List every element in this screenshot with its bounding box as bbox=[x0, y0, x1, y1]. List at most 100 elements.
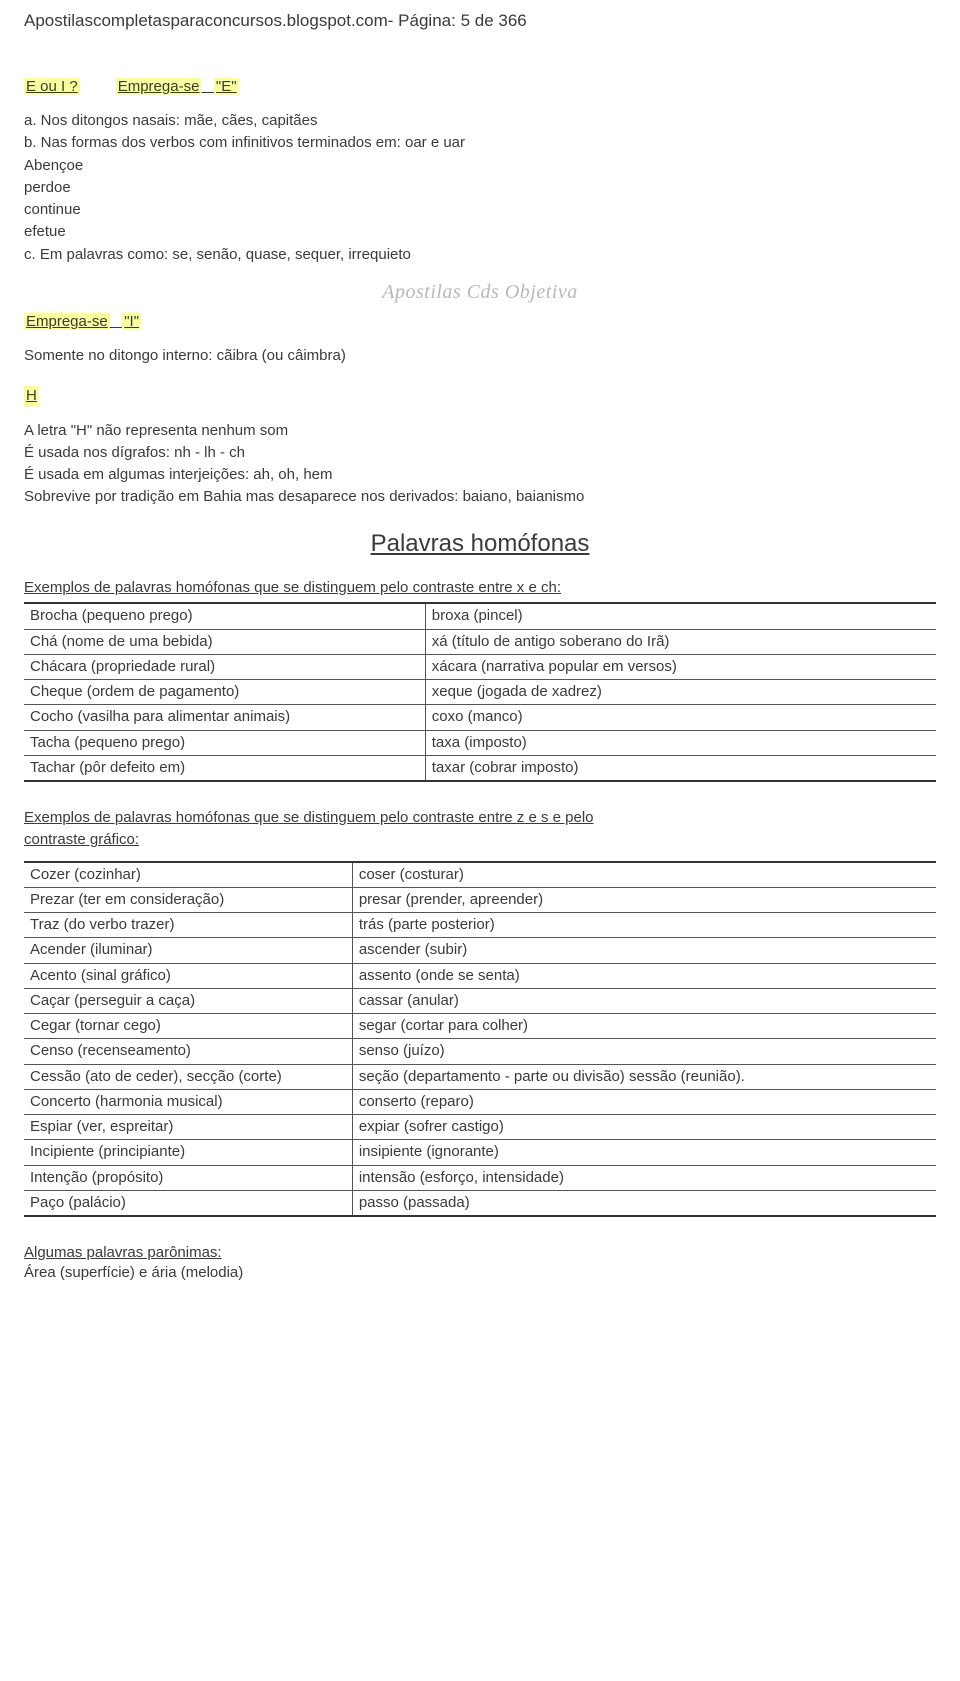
e-item-a: a. Nos ditongos nasais: mãe, cães, capit… bbox=[24, 111, 936, 131]
h-line-3: Sobrevive por tradição em Bahia mas desa… bbox=[24, 487, 936, 507]
table-cell: ascender (subir) bbox=[352, 938, 936, 963]
table-cell: Intenção (propósito) bbox=[24, 1165, 352, 1190]
table-cell: conserto (reparo) bbox=[352, 1089, 936, 1114]
e-b-list-2: continue bbox=[24, 200, 936, 220]
example1-intro: Exemplos de palavras homófonas que se di… bbox=[24, 578, 936, 598]
section-h-heading: H bbox=[24, 386, 936, 420]
table-cell: Chá (nome de uma bebida) bbox=[24, 629, 425, 654]
e-b-list-0: Abençoe bbox=[24, 156, 936, 176]
h-letter: H bbox=[24, 386, 39, 406]
paronimas-heading: Algumas palavras parônimas: bbox=[24, 1243, 936, 1263]
page-title: Palavras homófonas bbox=[24, 528, 936, 560]
table-cell: Cheque (ordem de pagamento) bbox=[24, 680, 425, 705]
table-cell: assento (onde se senta) bbox=[352, 963, 936, 988]
section-i-heading: Emprega-se "I" bbox=[24, 312, 936, 332]
e-item-c: c. Em palavras como: se, senão, quase, s… bbox=[24, 245, 936, 265]
table-cell: Espiar (ver, espreitar) bbox=[24, 1115, 352, 1140]
table-row: Cessão (ato de ceder), secção (corte)seç… bbox=[24, 1064, 936, 1089]
table-row: Chácara (propriedade rural)xácara (narra… bbox=[24, 654, 936, 679]
table-row: Incipiente (principiante)insipiente (ign… bbox=[24, 1140, 936, 1165]
ex2-intro2: e pelo bbox=[548, 809, 593, 826]
table-cell: expiar (sofrer castigo) bbox=[352, 1115, 936, 1140]
example2-intro: Exemplos de palavras homófonas que se di… bbox=[24, 808, 936, 851]
table-cell: seção (departamento - parte ou divisão) … bbox=[352, 1064, 936, 1089]
table-cell: broxa (pincel) bbox=[425, 603, 936, 629]
section-i-body: Somente no ditongo interno: cãibra (ou c… bbox=[24, 346, 936, 366]
table-cell: Acento (sinal gráfico) bbox=[24, 963, 352, 988]
watermark: Apostilas Cds Objetiva bbox=[24, 279, 936, 306]
table-cell: Tacha (pequeno prego) bbox=[24, 730, 425, 755]
i-letter: "I" bbox=[122, 313, 141, 330]
table-row: Traz (do verbo trazer)trás (parte poster… bbox=[24, 913, 936, 938]
section-e-heading: E ou I ? Emprega-se "E" bbox=[24, 77, 936, 97]
table-row: Intenção (propósito)intensão (esforço, i… bbox=[24, 1165, 936, 1190]
table-cell: Cozer (cozinhar) bbox=[24, 862, 352, 888]
table-cell: intensão (esforço, intensidade) bbox=[352, 1165, 936, 1190]
table-cell: Concerto (harmonia musical) bbox=[24, 1089, 352, 1114]
ex1-mid: e bbox=[524, 579, 541, 596]
table-cell: xeque (jogada de xadrez) bbox=[425, 680, 936, 705]
table-cell: coser (costurar) bbox=[352, 862, 936, 888]
table-cell: Cocho (vasilha para alimentar animais) bbox=[24, 705, 425, 730]
table-row: Cozer (cozinhar)coser (costurar) bbox=[24, 862, 936, 888]
table-cell: Cegar (tornar cego) bbox=[24, 1014, 352, 1039]
table-cell: Acender (iluminar) bbox=[24, 938, 352, 963]
table-cell: Cessão (ato de ceder), secção (corte) bbox=[24, 1064, 352, 1089]
h-line-1: É usada nos dígrafos: nh - lh - ch bbox=[24, 443, 936, 463]
table-row: Cocho (vasilha para alimentar animais)co… bbox=[24, 705, 936, 730]
ex2-mid: e bbox=[524, 809, 541, 826]
e-item-b: b. Nas formas dos verbos com infinitivos… bbox=[24, 133, 936, 153]
table-row: Prezar (ter em consideração)presar (pren… bbox=[24, 887, 936, 912]
ex1-intro-text: Exemplos de palavras homófonas que se di… bbox=[24, 579, 517, 596]
table-cell: passo (passada) bbox=[352, 1190, 936, 1216]
table-cell: Paço (palácio) bbox=[24, 1190, 352, 1216]
table-cell: Traz (do verbo trazer) bbox=[24, 913, 352, 938]
table-row: Cegar (tornar cego)segar (cortar para co… bbox=[24, 1014, 936, 1039]
e-b-list-1: perdoe bbox=[24, 178, 936, 198]
table-row: Acento (sinal gráfico)assento (onde se s… bbox=[24, 963, 936, 988]
table-row: Caçar (perseguir a caça)cassar (anular) bbox=[24, 988, 936, 1013]
table-row: Acender (iluminar)ascender (subir) bbox=[24, 938, 936, 963]
table-cell: Chácara (propriedade rural) bbox=[24, 654, 425, 679]
table-row: Espiar (ver, espreitar)expiar (sofrer ca… bbox=[24, 1115, 936, 1140]
table-cell: coxo (manco) bbox=[425, 705, 936, 730]
table-cell: xá (título de antigo soberano do Irã) bbox=[425, 629, 936, 654]
ex1-end: : bbox=[557, 579, 561, 596]
e-question: E ou I ? bbox=[24, 78, 80, 95]
i-emprega: Emprega-se bbox=[24, 313, 110, 330]
table-cell: Incipiente (principiante) bbox=[24, 1140, 352, 1165]
table-cell: cassar (anular) bbox=[352, 988, 936, 1013]
table-cell: Prezar (ter em consideração) bbox=[24, 887, 352, 912]
table-z-s: Cozer (cozinhar)coser (costurar)Prezar (… bbox=[24, 861, 936, 1218]
table-cell: taxar (cobrar imposto) bbox=[425, 755, 936, 781]
section-h-body: A letra "H" não representa nenhum som É … bbox=[24, 421, 936, 508]
table-cell: trás (parte posterior) bbox=[352, 913, 936, 938]
table-row: Chá (nome de uma bebida)xá (título de an… bbox=[24, 629, 936, 654]
table-cell: Brocha (pequeno prego) bbox=[24, 603, 425, 629]
table-cell: insipiente (ignorante) bbox=[352, 1140, 936, 1165]
h-line-2: É usada em algumas interjeições: ah, oh,… bbox=[24, 465, 936, 485]
table-cell: senso (juízo) bbox=[352, 1039, 936, 1064]
ex1-ch: ch bbox=[541, 579, 557, 596]
ex2-intro-text: Exemplos de palavras homófonas que se di… bbox=[24, 809, 517, 826]
i-line: Somente no ditongo interno: cãibra (ou c… bbox=[24, 346, 936, 366]
h-line-0: A letra "H" não representa nenhum som bbox=[24, 421, 936, 441]
table-cell: segar (cortar para colher) bbox=[352, 1014, 936, 1039]
table-row: Brocha (pequeno prego)broxa (pincel) bbox=[24, 603, 936, 629]
table-cell: Tachar (pôr defeito em) bbox=[24, 755, 425, 781]
table-row: Cheque (ordem de pagamento)xeque (jogada… bbox=[24, 680, 936, 705]
table-cell: presar (prender, apreender) bbox=[352, 887, 936, 912]
e-emprega: Emprega-se bbox=[116, 78, 202, 95]
e-b-list-3: efetue bbox=[24, 222, 936, 242]
table-cell: taxa (imposto) bbox=[425, 730, 936, 755]
paronimas-line: Área (superfície) e ária (melodia) bbox=[24, 1263, 936, 1283]
page-header: Apostilascompletasparaconcursos.blogspot… bbox=[24, 10, 936, 33]
section-e-body: a. Nos ditongos nasais: mãe, cães, capit… bbox=[24, 111, 936, 265]
table-row: Tachar (pôr defeito em)taxar (cobrar imp… bbox=[24, 755, 936, 781]
table-row: Censo (recenseamento)senso (juízo) bbox=[24, 1039, 936, 1064]
table-row: Tacha (pequeno prego)taxa (imposto) bbox=[24, 730, 936, 755]
table-cell: Caçar (perseguir a caça) bbox=[24, 988, 352, 1013]
table-row: Concerto (harmonia musical)conserto (rep… bbox=[24, 1089, 936, 1114]
e-letter: "E" bbox=[214, 78, 239, 95]
ex2-line2: contraste gráfico: bbox=[24, 830, 936, 850]
